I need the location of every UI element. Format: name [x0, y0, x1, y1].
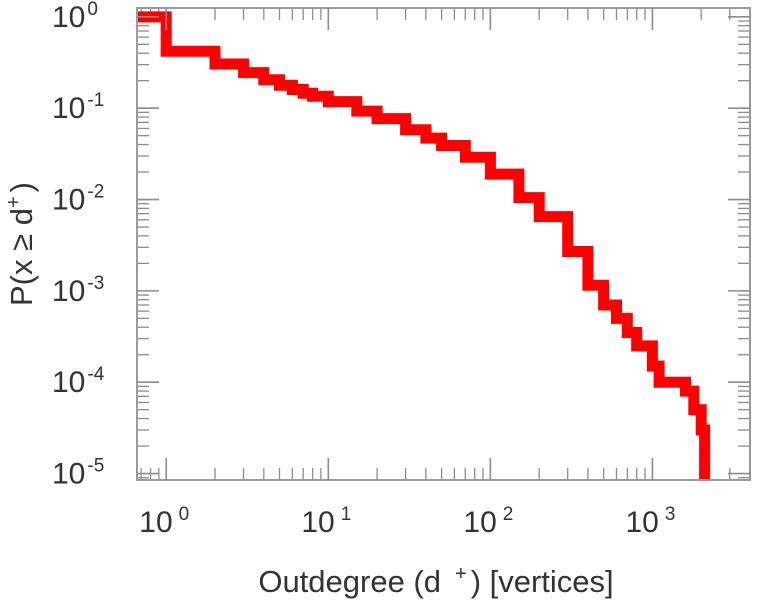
series-layer: [136, 11, 711, 481]
y-tick-label: 10 -4: [52, 364, 105, 399]
y-axis-label-post: ): [4, 182, 39, 192]
y-axis-label: P(x ≥ d+): [3, 182, 39, 306]
y-tick-label-base: 10: [52, 275, 85, 308]
series-line: [137, 11, 711, 480]
y-tick-label-exp: 0: [87, 0, 98, 20]
y-tick-label-base: 10: [52, 458, 85, 491]
x-axis-label-post: ) [vertices]: [471, 564, 614, 599]
y-tick-label: 10 -2: [52, 182, 104, 217]
x-tick-label-base: 10: [301, 506, 334, 539]
x-tick-label-exp: 2: [503, 504, 514, 525]
y-tick-label-base: 10: [52, 184, 85, 217]
x-axis-label: Outdegree (d +) [vertices]: [258, 563, 613, 599]
x-tick-label-base: 10: [463, 506, 496, 539]
x-tick-label-exp: 1: [341, 504, 352, 525]
x-axis-label-pre: Outdegree (d: [258, 564, 441, 599]
y-tick-label-exp: -4: [87, 364, 104, 385]
y-tick-label: 10 -1: [52, 90, 104, 125]
y-tick-label-base: 10: [52, 366, 85, 399]
y-tick-label-base: 10: [52, 92, 85, 125]
x-tick-labels: 10 0 10 1 10 2 10 3: [139, 504, 675, 539]
y-tick-label-exp: -3: [87, 273, 104, 294]
x-tick-label-base: 10: [139, 506, 172, 539]
x-tick-label-base: 10: [625, 506, 658, 539]
major-ticks: [137, 8, 750, 480]
y-axis-label-sup: +: [3, 196, 25, 208]
x-tick-label: 10 3: [625, 504, 675, 539]
y-tick-label: 10 -5: [52, 456, 104, 491]
x-axis-label-sup: +: [455, 563, 467, 585]
y-tick-label-base: 10: [52, 1, 85, 34]
y-tick-label-exp: -1: [87, 90, 104, 111]
plot-frame: [136, 7, 751, 481]
x-tick-label: 10 0: [139, 504, 189, 539]
x-tick-label-exp: 3: [665, 504, 676, 525]
x-tick-label: 10 2: [463, 504, 513, 539]
y-tick-label-exp: -2: [87, 182, 104, 203]
x-tick-label-exp: 0: [179, 504, 190, 525]
minor-ticks: [137, 8, 751, 480]
y-tick-label: 10 -3: [52, 273, 104, 308]
y-axis-label-pre: P(x ≥ d: [4, 208, 39, 306]
x-tick-label: 10 1: [301, 504, 351, 539]
y-tick-label: 10 0: [52, 0, 98, 34]
y-tick-label-exp: -5: [87, 456, 104, 477]
